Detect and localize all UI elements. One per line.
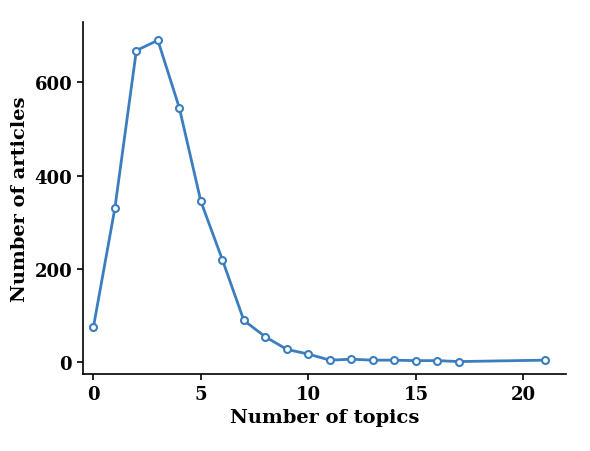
X-axis label: Number of topics: Number of topics	[230, 408, 419, 426]
Y-axis label: Number of articles: Number of articles	[11, 96, 29, 301]
